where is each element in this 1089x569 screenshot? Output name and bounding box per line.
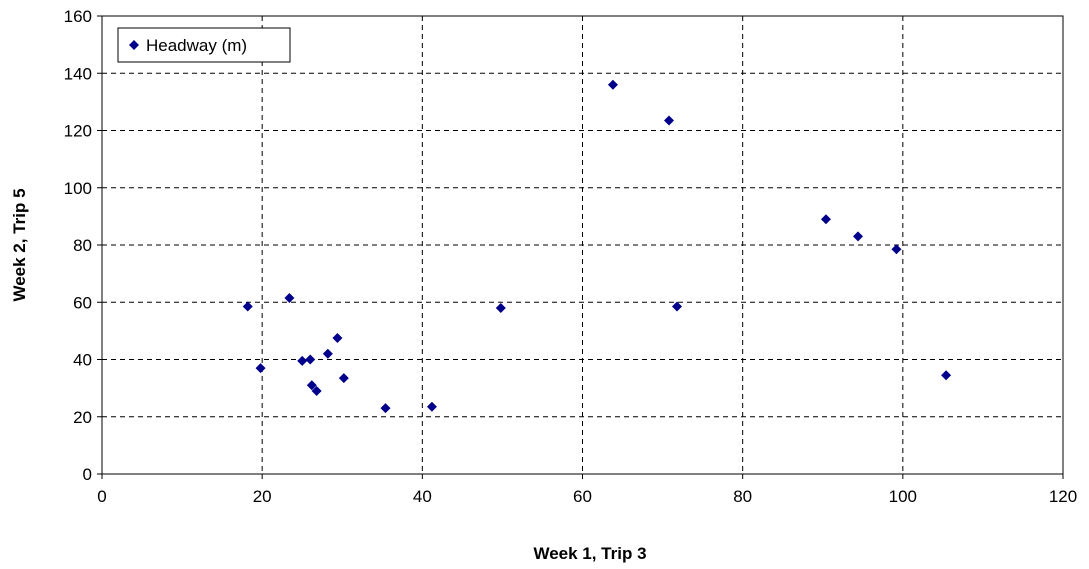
data-point [380,403,391,414]
data-points [242,79,952,414]
legend-marker-diamond-icon [129,40,139,50]
y-tick-label: 120 [64,122,92,141]
x-tick-label: 0 [97,487,106,506]
x-tick-label: 60 [573,487,592,506]
x-axis-ticks: 0 20 40 60 80 100 120 [97,474,1077,506]
data-point [284,292,295,303]
y-tick-label: 80 [73,236,92,255]
data-point [311,385,322,396]
data-point [941,370,952,381]
data-point [338,373,349,384]
data-point [322,348,333,359]
data-point [663,115,674,126]
data-point [255,363,266,374]
data-point [495,302,506,313]
x-axis-title: Week 1, Trip 3 [533,544,646,563]
y-axis-title: Week 2, Trip 5 [10,188,29,301]
x-tick-label: 100 [889,487,917,506]
data-point [820,214,831,225]
legend-box [117,27,291,63]
legend: Headway (m) [117,27,291,63]
y-axis-ticks: 0 20 40 60 80 100 120 140 160 [64,7,102,484]
data-point [852,231,863,242]
y-tick-label: 0 [83,465,92,484]
data-point [332,333,343,344]
legend-label: Headway (m) [146,36,247,55]
data-point [891,244,902,255]
y-tick-label: 140 [64,64,92,83]
x-tick-label: 80 [733,487,752,506]
data-point [306,380,317,391]
data-point [297,355,308,366]
data-point [426,401,437,412]
x-tick-label: 40 [413,487,432,506]
grid-lines [102,16,1063,474]
y-tick-label: 40 [73,351,92,370]
data-point [242,301,253,312]
x-tick-label: 20 [253,487,272,506]
x-tick-label: 120 [1049,487,1077,506]
data-point [305,354,316,365]
data-point [607,79,618,90]
y-tick-label: 100 [64,179,92,198]
y-tick-label: 160 [64,7,92,26]
y-tick-label: 60 [73,293,92,312]
y-tick-label: 20 [73,408,92,427]
data-point [671,301,682,312]
